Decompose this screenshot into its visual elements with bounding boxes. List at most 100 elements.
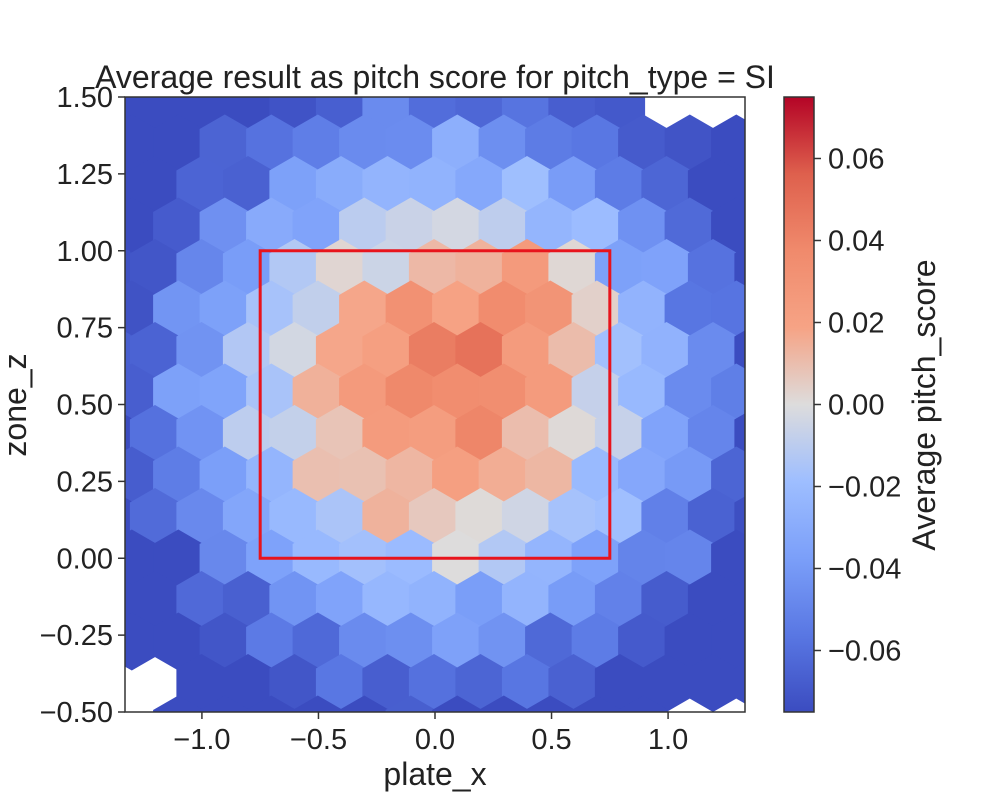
x-tick-label: 0.0 <box>415 724 455 756</box>
hex-cell <box>734 164 745 206</box>
hex-cell <box>432 363 483 422</box>
hex-cell <box>408 488 460 546</box>
hex-cell <box>408 239 460 297</box>
hex-cell <box>315 488 367 546</box>
hex-cell <box>455 156 506 214</box>
hex-cell <box>269 322 320 380</box>
hex-cell <box>269 239 320 297</box>
hex-cell <box>501 405 553 463</box>
hex-cell <box>129 322 181 380</box>
hex-cell <box>125 612 157 671</box>
hex-cell <box>362 239 413 297</box>
hex-cell <box>246 695 297 712</box>
hex-cell <box>199 612 250 671</box>
hex-cell <box>618 529 669 588</box>
hex-cell <box>664 529 715 588</box>
hex-cell <box>385 114 436 173</box>
hex-cell <box>222 571 274 629</box>
hex-cell <box>362 156 413 214</box>
hex-cell <box>711 446 745 505</box>
hex-cell <box>385 695 436 712</box>
hex-cell <box>125 446 157 505</box>
hex-cell <box>125 280 157 339</box>
hex-cell <box>687 488 739 546</box>
hex-cell <box>339 695 390 712</box>
hex-cell <box>571 197 622 256</box>
y-axis-label: zone_z <box>0 353 33 456</box>
hex-cell <box>339 197 390 256</box>
hex-cell <box>525 363 576 422</box>
x-tick-label: −0.5 <box>290 724 347 756</box>
hex-cell <box>199 280 250 339</box>
y-tick-label: −0.25 <box>40 620 113 652</box>
hex-cell <box>432 695 483 712</box>
hex-cell <box>408 405 460 463</box>
hex-cell <box>711 363 745 422</box>
hex-cell <box>246 280 297 339</box>
hex-cell <box>129 488 181 546</box>
hex-cell <box>385 280 436 339</box>
hex-cell <box>687 405 739 463</box>
hex-cell <box>176 571 227 629</box>
hex-cell <box>408 571 460 629</box>
hex-cell <box>711 280 745 339</box>
hex-cell <box>687 239 739 297</box>
hex-cell <box>339 114 390 173</box>
hex-cell <box>594 405 646 463</box>
hex-cell <box>478 114 529 173</box>
hex-cell <box>176 654 227 712</box>
hex-cell <box>339 280 390 339</box>
hex-cell <box>153 280 204 339</box>
hex-cell <box>618 446 669 505</box>
hex-cell <box>385 197 436 256</box>
hex-cell <box>641 322 692 380</box>
hex-cell <box>292 363 343 422</box>
hex-cell <box>501 488 553 546</box>
hex-cell <box>548 405 599 463</box>
hex-cell <box>339 363 390 422</box>
hex-cell <box>176 322 227 380</box>
hex-cell <box>548 488 599 546</box>
hex-cell <box>199 695 250 712</box>
hex-cell <box>525 695 576 712</box>
hex-cell <box>153 695 204 712</box>
hex-cell <box>501 156 553 214</box>
hex-cell <box>269 405 320 463</box>
x-tick-label: −1.0 <box>173 724 230 756</box>
hex-cell <box>125 363 157 422</box>
hex-cell <box>478 363 529 422</box>
hex-cell <box>525 114 576 173</box>
hex-cell <box>246 363 297 422</box>
hex-cell <box>362 322 413 380</box>
x-axis-label: plate_x <box>383 756 486 792</box>
hex-cell <box>199 446 250 505</box>
colorbar-tick-label: 0.02 <box>828 308 884 340</box>
hex-cell <box>478 280 529 339</box>
hex-cell <box>687 322 739 380</box>
hex-cell <box>641 488 692 546</box>
colorbar-ticks: 0.06 0.04 0.02 0.00 −0.02 −0.04 −0.06 <box>814 144 901 668</box>
hex-cell <box>478 612 529 671</box>
hex-cell <box>618 114 669 173</box>
hex-cell <box>269 488 320 546</box>
hex-cell <box>594 571 646 629</box>
hex-cell <box>199 363 250 422</box>
hex-cell <box>734 496 745 538</box>
hex-cell <box>571 612 622 671</box>
hex-cell <box>525 197 576 256</box>
hex-cell <box>594 322 646 380</box>
hex-cell <box>408 156 460 214</box>
hex-cell <box>687 571 739 629</box>
colorbar-tick-label: 0.00 <box>828 390 884 422</box>
hex-cell <box>664 446 715 505</box>
colorbar-tick-label: −0.06 <box>828 636 901 668</box>
hex-cell <box>618 612 669 671</box>
hex-cell <box>222 654 274 712</box>
hex-cell <box>408 654 460 712</box>
hex-cell <box>501 322 553 380</box>
hex-cell <box>687 654 739 712</box>
hex-cell <box>269 654 320 712</box>
hex-cell <box>176 488 227 546</box>
hex-cell <box>129 156 181 214</box>
